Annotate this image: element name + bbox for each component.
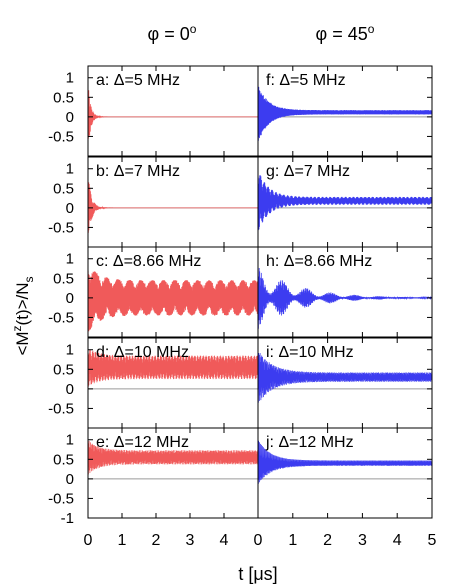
x-tick-label: 3 (186, 532, 195, 549)
y-tick-label: -0.5 (48, 400, 74, 417)
axes-text: 0 1 2 3 4 0 1 2 3 4 5 1 0.5 0 -0.5 1 0.5 0 -0.5 1 0.5 0 -0.5 1 0… (48, 70, 436, 549)
x-tick-label: 1 (288, 532, 297, 549)
panel-i: i: Δ=10 MHz (257, 337, 433, 429)
panel-g: g: Δ=7 MHz (257, 156, 433, 248)
x-tick-label: 4 (393, 532, 402, 549)
panel-c: c: Δ=8.66 MHz (87, 246, 259, 338)
y-tick-label: 0 (66, 471, 74, 488)
x-tick-label: 2 (323, 532, 332, 549)
y-tick-label: 0.5 (53, 89, 74, 106)
panel-frame (257, 246, 433, 338)
panel-label: c: Δ=8.66 MHz (96, 253, 201, 270)
x-tick-label: 1 (118, 532, 127, 549)
y-tick-label: 0 (66, 381, 74, 398)
panel-b: b: Δ=7 MHz (87, 156, 259, 248)
y-tick-label: -0.5 (48, 128, 74, 145)
x-tick-label: 5 (428, 532, 437, 549)
panel-label: h: Δ=8.66 MHz (266, 253, 372, 270)
column-header-phi-45: φ = 45o (316, 22, 375, 44)
y-tick-label: 1 (66, 251, 74, 268)
panel-label: g: Δ=7 MHz (266, 163, 350, 180)
panel-f: f: Δ=5 MHz (257, 65, 433, 157)
panel-label: a: Δ=5 MHz (96, 72, 180, 89)
y-tick-label: -0.5 (48, 490, 74, 507)
panel-label: j: Δ=12 MHz (265, 434, 354, 451)
y-tick-label: -0.5 (48, 309, 74, 326)
panel-label: e: Δ=12 MHz (96, 434, 189, 451)
series-line (257, 175, 433, 231)
panel-j: j: Δ=12 MHz (257, 427, 433, 519)
y-tick-label: 0 (66, 109, 74, 126)
panel-label: b: Δ=7 MHz (96, 163, 180, 180)
y-tick-label: 0.5 (53, 270, 74, 287)
series-line (87, 440, 259, 475)
y-tick-label: 1 (66, 342, 74, 359)
series-line (87, 349, 259, 387)
panel-h: h: Δ=8.66 MHz (257, 246, 433, 338)
x-tick-label: 0 (254, 532, 263, 549)
y-tick-label: 0.5 (53, 361, 74, 378)
y-tick-label: 1 (66, 161, 74, 178)
panel-e: e: Δ=12 MHz (87, 427, 259, 519)
panel-label: f: Δ=5 MHz (266, 72, 346, 89)
x-tick-label: 3 (358, 532, 367, 549)
x-tick-label: 0 (84, 532, 93, 549)
series-line (257, 440, 433, 484)
panel-frame (257, 427, 433, 519)
y-tick-label: 0.5 (53, 451, 74, 468)
y-tick-label: 0 (66, 200, 74, 217)
y-tick-label: -1 (61, 510, 74, 527)
y-tick-label: 0.5 (53, 180, 74, 197)
panel-label: d: Δ=10 MHz (96, 344, 189, 361)
y-tick-label: 0 (66, 290, 74, 307)
series-line (257, 352, 433, 403)
column-header-phi-0: φ = 0o (148, 22, 197, 44)
y-tick-label: -0.5 (48, 219, 74, 236)
series-line (87, 90, 258, 139)
series-line (257, 267, 433, 329)
series-line (87, 182, 258, 233)
panel-frame (257, 65, 433, 157)
y-tick-label: 1 (66, 432, 74, 449)
y-tick-label: 1 (66, 70, 74, 87)
x-axis-label: t [μs] (238, 564, 277, 584)
series-line (257, 86, 433, 141)
x-tick-label: 2 (152, 532, 161, 549)
series-line (87, 270, 259, 332)
panel-a: a: Δ=5 MHz (87, 65, 259, 157)
y-axis-label: <Mz(t)>/Ns (10, 276, 36, 355)
x-tick-label: 4 (220, 532, 229, 549)
panel-label: i: Δ=10 MHz (266, 344, 354, 361)
column-headers: φ = 0o φ = 45o (148, 22, 375, 44)
panel-d: d: Δ=10 MHz (87, 337, 259, 429)
panels-grid: a: Δ=5 MHz b: Δ=7 MHz c: Δ=8.66 MHz d: Δ=10… (87, 65, 433, 519)
